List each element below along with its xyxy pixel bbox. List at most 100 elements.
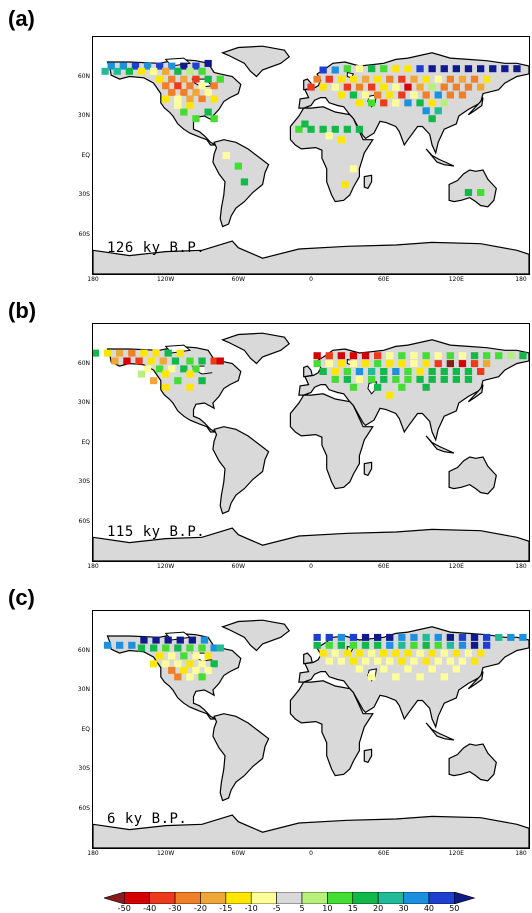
anomaly-cell [416, 65, 424, 73]
anomaly-cell [355, 368, 364, 375]
anomaly-cell [392, 83, 400, 91]
anomaly-cell [386, 75, 394, 83]
anomaly-cell [440, 368, 448, 375]
colorbar-tick-label: -20 [193, 904, 207, 913]
anomaly-cell [458, 633, 467, 641]
anomaly-cell [422, 75, 430, 83]
anomaly-cell [434, 360, 442, 368]
anomaly-cell [125, 67, 133, 75]
map-panel-a: 126 ky B.P. [92, 36, 530, 275]
anomaly-cell [113, 67, 121, 75]
anomaly-cell [204, 652, 212, 660]
colorbar-swatch [352, 892, 379, 904]
lon-tick-label: 60E [377, 276, 390, 283]
colorbar-tick-label: -40 [143, 904, 157, 913]
anomaly-cell [216, 75, 224, 83]
anomaly-cell [164, 636, 172, 644]
anomaly-cell [452, 83, 460, 91]
anomaly-cell [398, 383, 406, 391]
lon-tick-label: 120E [448, 563, 464, 570]
anomaly-cell [507, 633, 515, 641]
colorbar-swatch [327, 892, 354, 904]
anomaly-cell [162, 660, 170, 668]
anomaly-cell [147, 357, 155, 365]
anomaly-cell [313, 360, 321, 368]
anomaly-cell [198, 82, 206, 90]
anomaly-cell [446, 633, 454, 641]
anomaly-cell [380, 83, 388, 91]
lat-tick-label: 60S [78, 230, 90, 238]
anomaly-cell [343, 65, 351, 73]
anomaly-cell [374, 633, 382, 641]
anomaly-cell [428, 368, 436, 375]
anomaly-cell [440, 649, 448, 657]
colorbar-tick-label: 40 [423, 904, 435, 913]
anomaly-cell [440, 99, 448, 107]
colorbar-swatch [124, 892, 150, 904]
colorbar-tick-label: 30 [398, 904, 409, 913]
anomaly-cell [174, 644, 182, 652]
lat-tick-label: EQ [81, 725, 90, 733]
landmass-uk [303, 365, 313, 378]
anomaly-cell [343, 375, 351, 383]
anomaly-cell [152, 349, 160, 357]
anomaly-cell [222, 152, 230, 160]
anomaly-cell [301, 120, 309, 128]
anomaly-cell [513, 65, 521, 73]
anomaly-cell [483, 352, 491, 360]
anomaly-cell [361, 352, 370, 360]
anomaly-cell [343, 649, 351, 657]
anomaly-cell [428, 115, 436, 123]
lon-tick-label: 180 [515, 276, 527, 283]
anomaly-cell [470, 641, 479, 649]
anomaly-cell [325, 132, 333, 140]
anomaly-cell [355, 83, 364, 91]
anomaly-cell [458, 75, 467, 83]
anomaly-cell [368, 65, 376, 73]
anomaly-cell [355, 99, 364, 107]
anomaly-cell [198, 102, 206, 110]
anomaly-cell [186, 644, 194, 652]
anomaly-cell [361, 75, 370, 83]
anomaly-cell [331, 125, 339, 133]
anomaly-cell [452, 649, 460, 657]
colorbar-tick-label: -15 [219, 904, 233, 913]
anomaly-cell [477, 649, 485, 657]
anomaly-cell [434, 75, 442, 83]
anomaly-cell [368, 673, 376, 681]
anomaly-cell [361, 91, 370, 99]
anomaly-cell [477, 65, 485, 73]
anomaly-cell [392, 65, 400, 73]
landmass-japan [467, 671, 484, 690]
colorbar-swatch [149, 892, 176, 904]
anomaly-cell [483, 75, 491, 83]
anomaly-cell [186, 82, 194, 90]
anomaly-cell [470, 352, 479, 360]
colorbar-tick-label: -10 [244, 904, 258, 913]
anomaly-cell [446, 360, 454, 368]
anomaly-cell [168, 88, 176, 96]
anomaly-cell [93, 349, 100, 357]
anomaly-cell [355, 665, 364, 673]
anomaly-cell [156, 365, 164, 373]
map-panel-c: 6 ky B.P. [92, 610, 530, 849]
anomaly-cell [422, 360, 430, 368]
anomaly-cell [186, 383, 194, 391]
anomaly-cell [507, 352, 515, 360]
anomaly-cell [404, 99, 412, 107]
anomaly-cell [210, 95, 218, 103]
anomaly-cell [428, 665, 436, 673]
anomaly-cell [116, 349, 124, 357]
colorbar-swatch [174, 892, 201, 904]
lat-tick-label: 60N [77, 359, 90, 367]
anomaly-cell [319, 66, 327, 74]
anomaly-cell [192, 365, 200, 373]
anomaly-cell [156, 75, 164, 83]
anomaly-cell [495, 352, 503, 360]
anomaly-cell [319, 368, 327, 375]
panel-b-tag: (b) [8, 298, 37, 323]
colorbar-tick-label: -30 [168, 904, 182, 913]
anomaly-cell [192, 75, 200, 83]
anomaly-cell [180, 666, 188, 674]
map-panel-b: 115 ky B.P. [92, 323, 530, 562]
